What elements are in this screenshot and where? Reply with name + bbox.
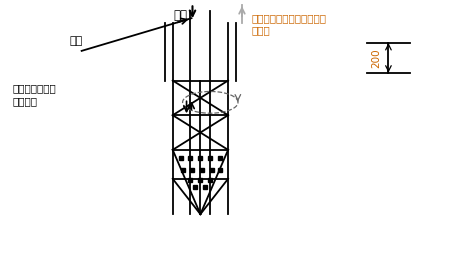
Text: 钒具低速回转、: 钒具低速回转、 [12,83,56,93]
Text: 200: 200 [371,48,381,68]
Text: 泥浆携带孔底泥块泥土等返: 泥浆携带孔底泥块泥土等返 [251,13,326,23]
Text: 出孔口: 出孔口 [251,25,270,35]
Text: 上下活动: 上下活动 [12,96,37,106]
Text: 泥浆: 泥浆 [173,9,187,22]
Text: 钒杆: 钒杆 [69,36,83,46]
